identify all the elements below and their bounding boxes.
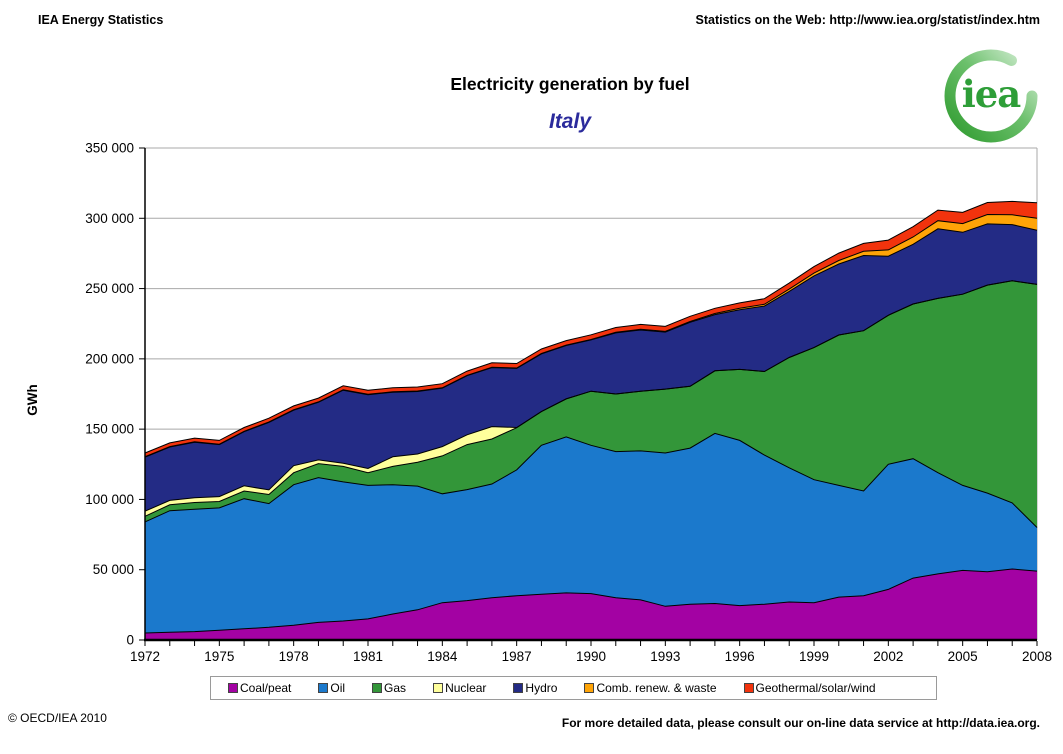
iea-logo-ring: [944, 49, 1038, 143]
series-boundary-comb-renew-waste: [144, 213, 1038, 458]
footer-copyright: © OECD/IEA 2010: [8, 711, 107, 725]
y-tick-label: 50 000: [93, 562, 134, 577]
y-axis-title: GWh: [25, 384, 40, 416]
legend-item-nuclear: Nuclear: [433, 681, 486, 695]
series-boundary-nuclear: [144, 280, 1038, 512]
x-tick-label: 2008: [1022, 649, 1052, 664]
y-tick-label: 300 000: [85, 211, 134, 226]
legend-label: Coal/peat: [240, 681, 292, 695]
x-tick-label: 1993: [650, 649, 680, 664]
x-tick-label: 1984: [427, 649, 458, 664]
x-tick-label: 1990: [576, 649, 606, 664]
series-area-comb-renew-waste: [145, 214, 1037, 458]
series-area-hydro: [145, 223, 1037, 512]
x-tick-label: 1999: [799, 649, 829, 664]
series-area-gas: [145, 280, 1037, 528]
legend-label: Oil: [330, 681, 346, 695]
series-boundary-geothermal-solar-wind: [144, 200, 1038, 454]
chart-title: Electricity generation by fuel: [450, 74, 690, 94]
x-tick-label: 1996: [725, 649, 755, 664]
legend-swatch: [433, 683, 444, 693]
legend-swatch: [372, 683, 383, 693]
x-tick-label: 2002: [873, 649, 903, 664]
legend-item-oil: Oil: [318, 681, 345, 695]
y-tick-label: 150 000: [85, 422, 134, 437]
legend-label: Hydro: [525, 681, 558, 695]
legend-label: Nuclear: [445, 681, 487, 695]
x-tick-label: 1978: [279, 649, 309, 664]
legend-item-geothermal-solar-wind: Geothermal/solar/wind: [743, 681, 876, 695]
legend-swatch: [513, 683, 524, 693]
legend: Coal/peat Oil Gas Nuclear Hydro Comb. renew. …: [210, 676, 937, 700]
header-right-text: Statistics on the Web: http://www.iea.or…: [695, 13, 1040, 27]
y-tick-label: 250 000: [85, 281, 134, 296]
series-area-nuclear: [145, 280, 1037, 517]
x-tick-label: 1987: [502, 649, 532, 664]
footer-note: For more detailed data, please consult o…: [561, 716, 1040, 730]
legend-swatch: [743, 683, 754, 693]
legend-swatch: [318, 683, 329, 693]
legend-label: Comb. renew. & waste: [596, 681, 717, 695]
y-tick-label: 200 000: [85, 351, 134, 366]
legend-swatch: [584, 683, 595, 693]
legend-item-comb-renew-waste: Comb. renew. & waste: [584, 681, 717, 695]
y-tick-label: 0: [126, 633, 134, 648]
series-area-oil: [145, 433, 1037, 633]
legend-item-coal-peat: Coal/peat: [228, 681, 291, 695]
x-tick-label: 1975: [204, 649, 234, 664]
y-tick-label: 350 000: [85, 141, 134, 156]
iea-logo-text: iea: [961, 72, 1022, 116]
legend-item-gas: Gas: [372, 681, 406, 695]
logo-ring-circle: [944, 49, 1038, 143]
x-tick-label: 1972: [130, 649, 160, 664]
x-tick-label: 1981: [353, 649, 383, 664]
iea-logo: iea: [941, 46, 1041, 146]
chart-subtitle: Italy: [548, 110, 592, 133]
y-tick-label: 100 000: [85, 492, 134, 507]
x-tick-label: 2005: [948, 649, 978, 664]
series-area-geothermal-solar-wind: [145, 201, 1037, 457]
legend-label: Geothermal/solar/wind: [755, 681, 876, 695]
legend-label: Gas: [384, 681, 407, 695]
series-area-coal-peat: [145, 569, 1037, 640]
header-left-text: IEA Energy Statistics: [38, 13, 164, 27]
series-boundary-oil: [144, 432, 1038, 528]
series-boundary-coal-peat: [144, 568, 1038, 634]
legend-swatch: [228, 683, 238, 693]
legend-item-hydro: Hydro: [513, 681, 557, 695]
